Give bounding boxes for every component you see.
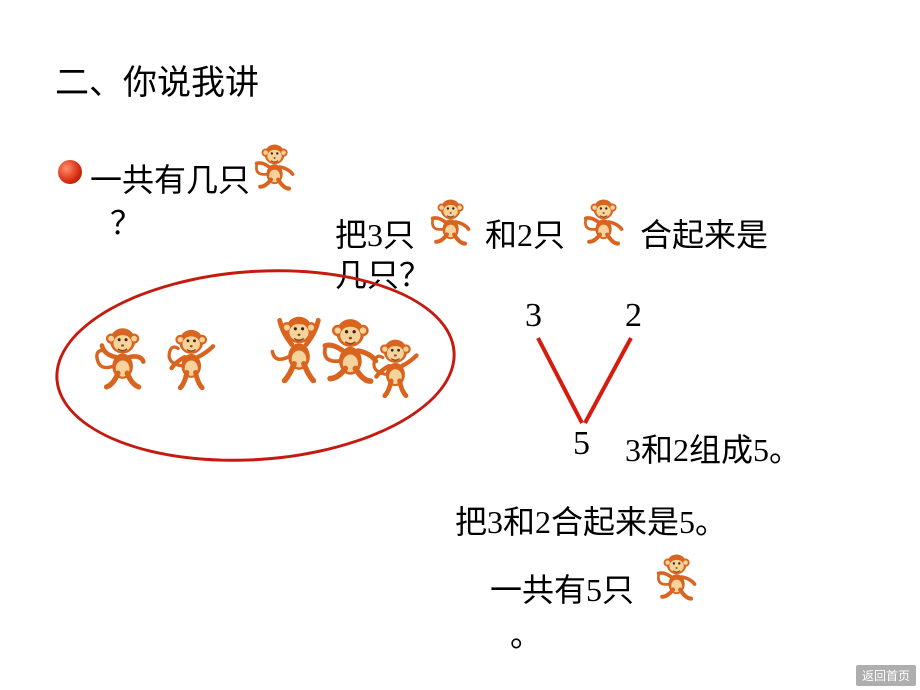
question2-seg2: 和2只 [485, 210, 565, 256]
number-left: 3 [525, 297, 542, 335]
answer-part1: 一共有5只 [490, 565, 634, 611]
question-line1-part1: 一共有几只 [90, 155, 250, 201]
monkey-icon [95, 320, 150, 397]
section-title: 二、你说我讲 [55, 55, 259, 104]
bullet-icon [58, 160, 82, 184]
back-home-button[interactable]: 返回首页 [856, 665, 916, 686]
monkey-icon [253, 138, 296, 199]
monkey-icon [429, 193, 472, 254]
number-right: 2 [625, 297, 642, 335]
answer-part2: 。 [510, 610, 542, 656]
monkey-icon [655, 548, 698, 609]
monkey-icon [370, 332, 421, 403]
monkey-icon [582, 193, 625, 254]
question-line1-part2: ？ [110, 198, 142, 244]
monkey-icon [165, 322, 217, 395]
question2-seg3: 合起来是 [640, 210, 768, 256]
compose-text: 3和2组成5。 [625, 425, 801, 471]
sum-sentence: 把3和2合起来是5。 [455, 497, 727, 543]
number-sum: 5 [573, 425, 590, 463]
